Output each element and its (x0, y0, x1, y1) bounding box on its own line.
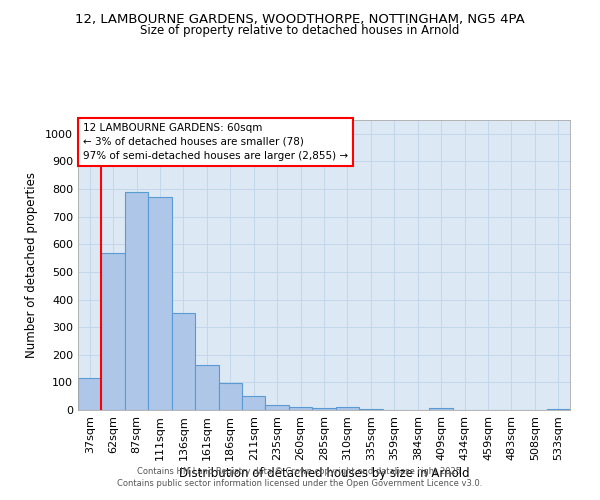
Bar (218, 383, 242, 410)
Bar (430, 408, 453, 410)
Text: Contains HM Land Registry data © Crown copyright and database right 2025.
Contai: Contains HM Land Registry data © Crown c… (118, 466, 482, 487)
Text: Size of property relative to detached houses in Arnold: Size of property relative to detached ho… (140, 24, 460, 37)
Bar (148, 198, 172, 410)
Bar (78, 378, 101, 410)
X-axis label: Distribution of detached houses by size in Arnold: Distribution of detached houses by size … (179, 467, 469, 480)
Bar (312, 408, 336, 410)
Bar (195, 365, 218, 410)
Y-axis label: Number of detached properties: Number of detached properties (25, 172, 38, 358)
Bar (101, 252, 125, 410)
Bar (125, 192, 148, 410)
Bar (359, 408, 383, 410)
Text: 12, LAMBOURNE GARDENS, WOODTHORPE, NOTTINGHAM, NG5 4PA: 12, LAMBOURNE GARDENS, WOODTHORPE, NOTTI… (75, 12, 525, 26)
Text: 12 LAMBOURNE GARDENS: 60sqm
← 3% of detached houses are smaller (78)
97% of semi: 12 LAMBOURNE GARDENS: 60sqm ← 3% of deta… (83, 123, 348, 161)
Bar (242, 396, 265, 410)
Bar (289, 406, 312, 410)
Bar (336, 406, 359, 410)
Bar (172, 314, 195, 410)
Bar (265, 405, 289, 410)
Bar (547, 408, 570, 410)
